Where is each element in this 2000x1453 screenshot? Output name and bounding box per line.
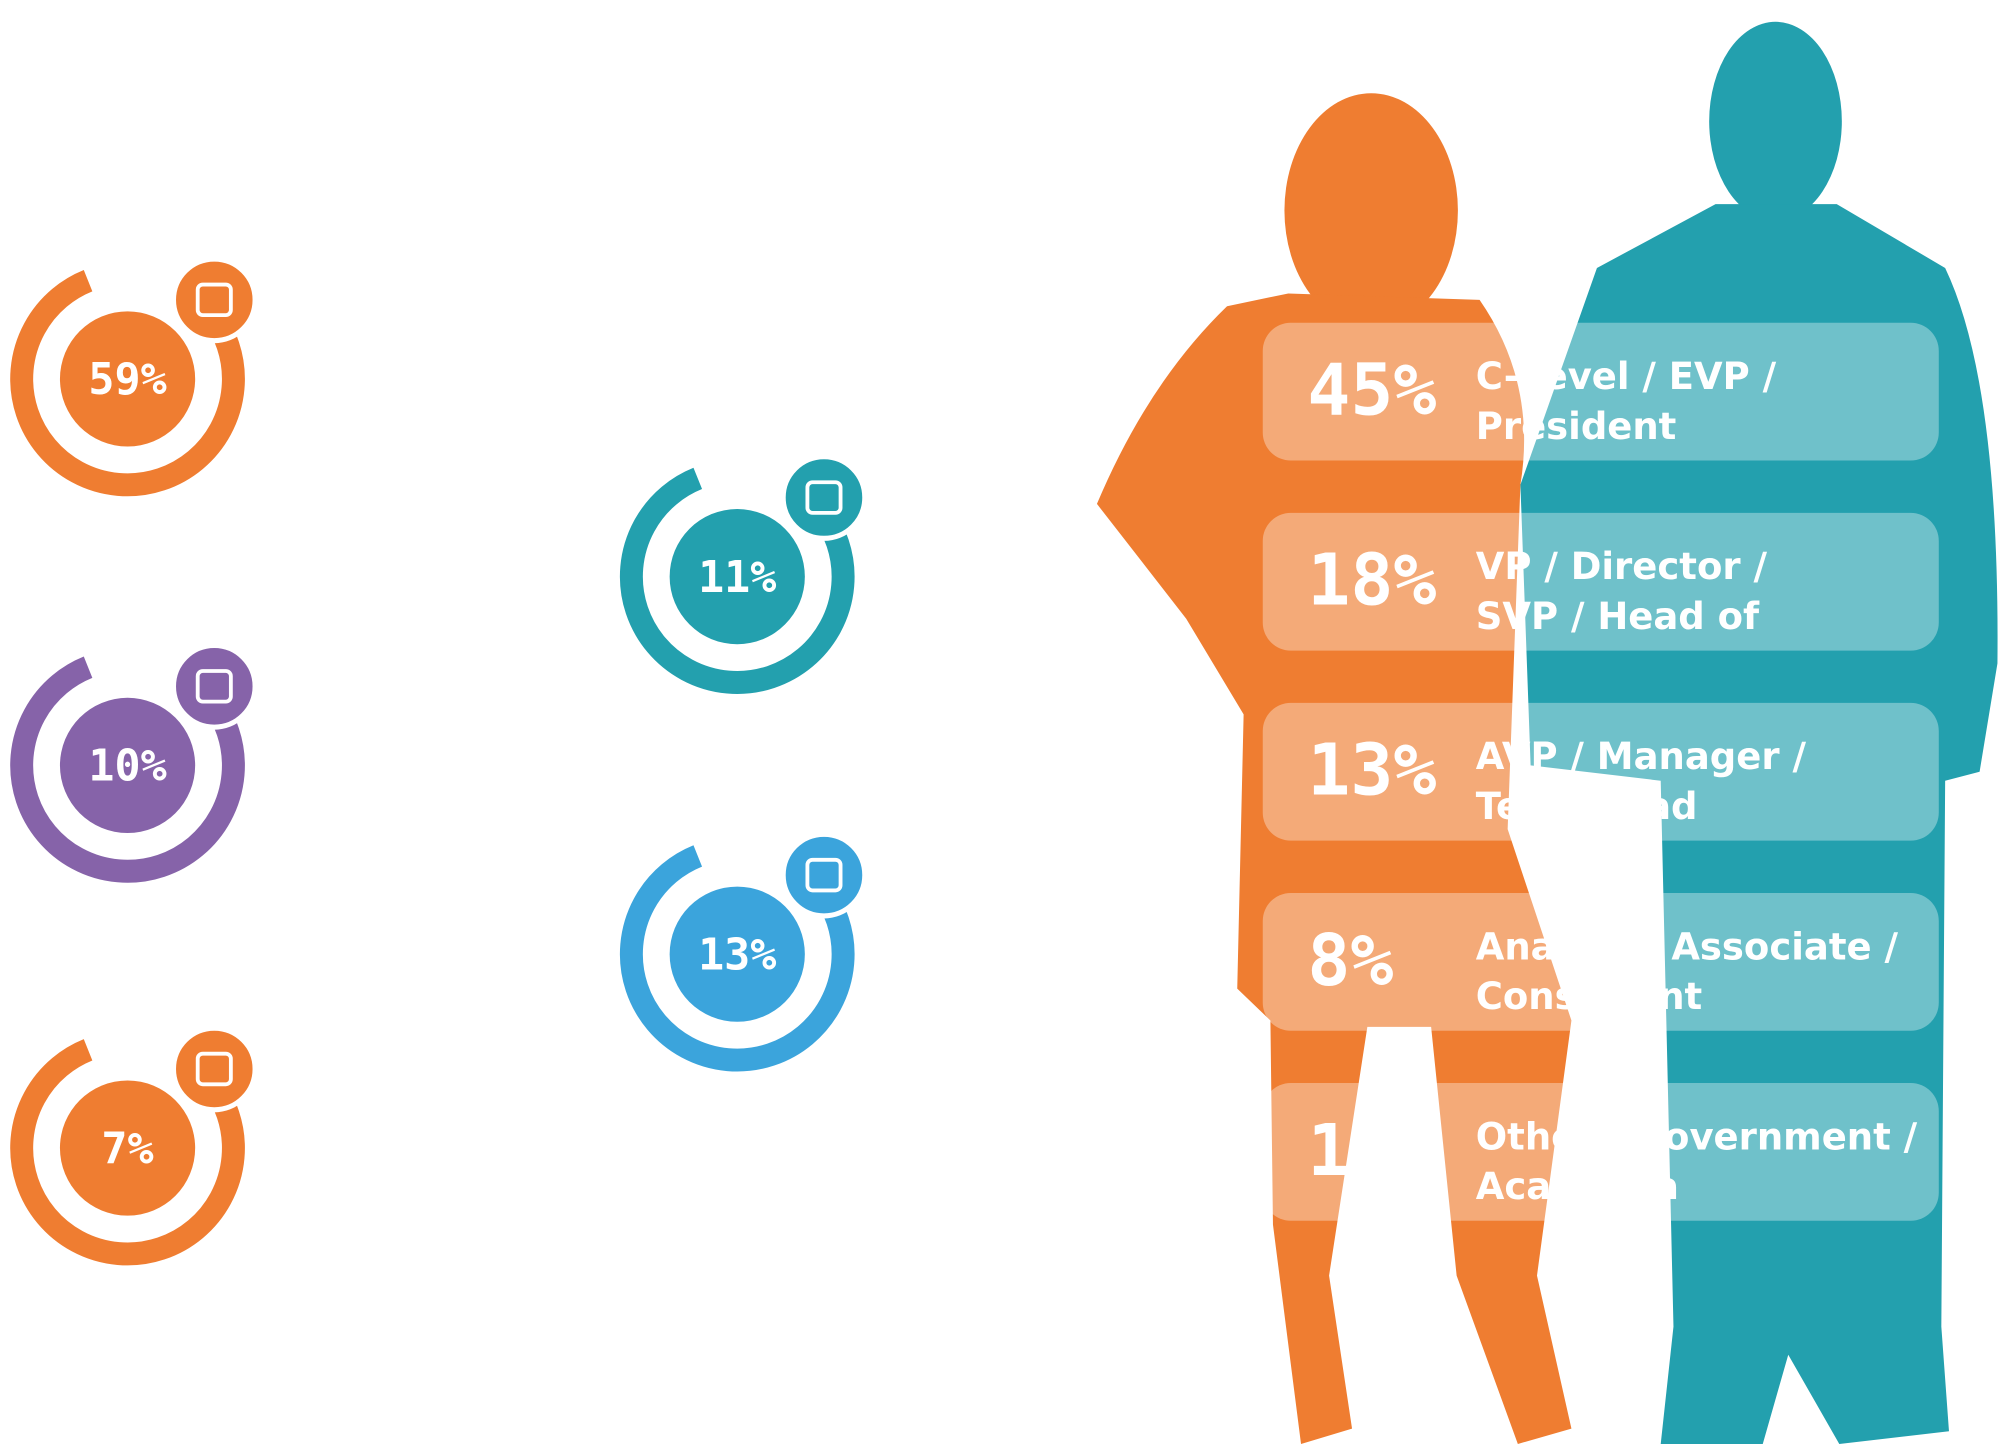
woman-silhouette <box>1096 93 1572 1444</box>
row-label: Academia <box>1476 1165 1679 1208</box>
icon <box>195 282 233 318</box>
stat-disk <box>669 509 805 645</box>
row-value: 45% <box>1307 349 1436 432</box>
row-label: Analyst / Associate / <box>1476 925 1899 968</box>
stat-value: 11% <box>698 553 776 603</box>
row-value: 13% <box>1307 729 1436 812</box>
row-label: VP / Director / <box>1476 545 1768 588</box>
row-label: C-Level / EVP / <box>1476 355 1777 398</box>
icon-bubble <box>170 256 258 344</box>
row-band <box>1262 512 1939 651</box>
stat-disk <box>59 1080 196 1216</box>
stat-disk <box>59 697 196 834</box>
stat-circle: 59% <box>10 256 258 497</box>
row-label: SVP / Head of <box>1476 595 1760 638</box>
row-band <box>1262 892 1939 1031</box>
row-value: 8% <box>1307 919 1393 1002</box>
job-level-rows: 45% C-Level / EVP / President 18% VP / Direc… <box>1262 322 1939 1221</box>
job-level-row: 8% Analyst / Associate / Consultant <box>1262 892 1939 1031</box>
stat-circle: 10% <box>10 642 258 883</box>
icon-bubble <box>170 1025 258 1113</box>
icon <box>195 669 233 704</box>
row-band <box>1262 322 1939 461</box>
stat-circle: 11% <box>619 454 868 694</box>
row-label: President <box>1476 405 1677 448</box>
job-level-row: 45% C-Level / EVP / President <box>1262 322 1939 461</box>
industry-circles: 59% 10% 7% 11% 13% <box>10 256 868 1266</box>
stat-circle: 13% <box>619 831 868 1072</box>
row-value: 18% <box>1307 539 1436 622</box>
icon-bubble <box>170 642 258 730</box>
stat-value: 13% <box>698 930 776 980</box>
stat-value: 7% <box>101 1124 153 1174</box>
job-level-row: 13% AVP / Manager / Team Lead <box>1262 702 1939 841</box>
man-silhouette <box>1520 21 1998 1444</box>
row-label: Other / Government / <box>1476 1115 1918 1158</box>
icon <box>805 857 843 893</box>
row-band <box>1262 702 1939 841</box>
row-value: 16% <box>1307 1109 1436 1192</box>
job-level-row: 18% VP / Director / SVP / Head of <box>1262 512 1939 651</box>
stat-disk <box>669 886 805 1022</box>
stat-value: 59% <box>88 355 166 405</box>
job-level-row: 16% Other / Government / Academia <box>1262 1083 1939 1221</box>
icon <box>805 480 843 515</box>
stat-circle: 7% <box>10 1025 258 1266</box>
icon-bubble <box>780 454 868 541</box>
row-label: Team Lead <box>1476 785 1698 828</box>
row-label: AVP / Manager / <box>1476 735 1807 778</box>
stat-value: 10% <box>88 742 166 792</box>
stat-disk <box>59 311 196 447</box>
row-label: Consultant <box>1476 975 1702 1018</box>
icon-bubble <box>780 831 868 919</box>
row-band <box>1262 1083 1939 1221</box>
icon <box>195 1051 233 1087</box>
